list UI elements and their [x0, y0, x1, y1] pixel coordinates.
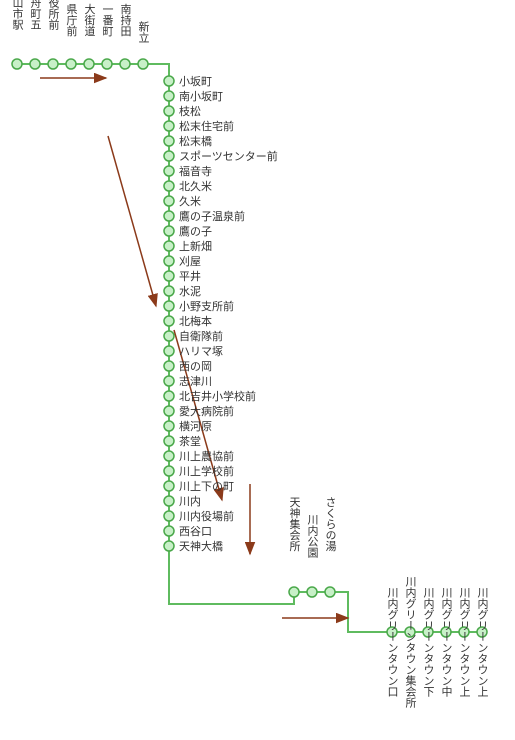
station-node	[84, 59, 94, 69]
station-node	[164, 181, 174, 191]
station-node	[138, 59, 148, 69]
station-label: 枝松	[179, 104, 201, 118]
station-label: 川内グリーンタウン中	[440, 587, 453, 697]
station-node	[164, 436, 174, 446]
station-node	[102, 59, 112, 69]
station-node	[48, 59, 58, 69]
station-label: 千舟町五	[29, 0, 42, 30]
station-label: 福音寺	[179, 164, 212, 178]
station-label: 刈屋	[179, 255, 201, 268]
station-node	[164, 421, 174, 431]
station-node	[325, 587, 335, 597]
station-label: ハリマ塚	[179, 345, 223, 358]
station-node	[289, 587, 299, 597]
station-label: 川内役場前	[179, 509, 234, 523]
station-node	[164, 286, 174, 296]
station-label: 水泥	[179, 285, 201, 298]
station-label: 川上下の町	[179, 480, 234, 493]
station-node	[164, 361, 174, 371]
station-label: 横河原	[179, 419, 212, 433]
station-node	[12, 59, 22, 69]
station-node	[164, 451, 174, 461]
station-node	[307, 587, 317, 597]
station-label: 川上農協前	[179, 449, 234, 463]
station-label: 小坂町	[179, 75, 212, 88]
station-label: 川上学校前	[179, 464, 234, 478]
station-label: スポーツセンター前	[179, 149, 278, 163]
station-label: 鷹の子	[179, 224, 212, 238]
station-label: 天神集会所	[288, 497, 301, 553]
station-node	[164, 166, 174, 176]
station-label: 川内グリーンタウン集会所	[404, 576, 417, 709]
station-label: 西谷口	[179, 525, 212, 538]
station-node	[164, 256, 174, 266]
station-label: 川内公園	[306, 514, 319, 559]
station-node	[164, 526, 174, 536]
station-node	[164, 301, 174, 311]
station-node	[164, 136, 174, 146]
station-label: 川内グリーンタウン上	[458, 587, 471, 697]
station-node	[164, 196, 174, 206]
station-label: 松山市駅	[11, 0, 24, 31]
station-node	[164, 496, 174, 506]
station-label: 川内グリーンタウン上	[476, 587, 489, 697]
station-label: 一番町	[101, 4, 114, 37]
station-label: 茶堂	[179, 435, 201, 448]
station-node	[164, 541, 174, 551]
station-node	[164, 391, 174, 401]
station-label: 松末橋	[179, 134, 212, 148]
station-label: 南小坂町	[179, 90, 223, 103]
station-node	[164, 466, 174, 476]
station-node	[164, 406, 174, 416]
route-diagram: 松山市駅千舟町五市役所前県庁前大街道一番町南持田新立小坂町南小坂町枝松松末住宅前…	[0, 0, 515, 740]
station-node	[164, 511, 174, 521]
station-label: 南持田	[119, 3, 132, 36]
station-label: 自衛隊前	[179, 329, 223, 343]
direction-arrow	[108, 136, 156, 306]
station-node	[30, 59, 40, 69]
station-label: 久米	[179, 195, 201, 208]
station-node	[164, 121, 174, 131]
station-label: 鷹の子温泉前	[179, 209, 245, 223]
station-node	[120, 59, 130, 69]
station-node	[66, 59, 76, 69]
station-label: 大街道	[83, 2, 96, 36]
station-label: 県庁前	[65, 3, 78, 37]
station-label: 小野支所前	[179, 299, 234, 313]
station-node	[164, 91, 174, 101]
station-node	[164, 226, 174, 236]
station-label: 市役所前	[47, 0, 60, 31]
station-label: 北吉井小学校前	[179, 389, 256, 403]
station-label: さくらの湯	[324, 496, 337, 552]
station-node	[164, 106, 174, 116]
station-node	[164, 76, 174, 86]
station-node	[164, 331, 174, 341]
station-label: 北梅本	[179, 314, 212, 328]
station-label: 川内グリーンタウン下	[422, 587, 435, 698]
station-node	[164, 151, 174, 161]
station-node	[164, 271, 174, 281]
station-label: 上新畑	[179, 239, 212, 253]
station-label: 川内	[179, 494, 201, 508]
station-node	[164, 346, 174, 356]
station-node	[164, 316, 174, 326]
station-node	[164, 241, 174, 251]
station-label: 愛大病院前	[179, 404, 234, 418]
station-label: 新立	[137, 20, 150, 43]
station-label: 平井	[179, 269, 201, 283]
station-node	[164, 211, 174, 221]
station-label: 西の岡	[179, 361, 212, 373]
station-node	[164, 376, 174, 386]
station-label: 川内グリーンタウン口	[386, 587, 399, 697]
station-label: 北久米	[179, 180, 212, 193]
station-node	[164, 481, 174, 491]
station-label: 天神大橋	[179, 539, 223, 553]
station-label: 松末住宅前	[179, 119, 234, 133]
station-label: 志津川	[179, 375, 212, 388]
